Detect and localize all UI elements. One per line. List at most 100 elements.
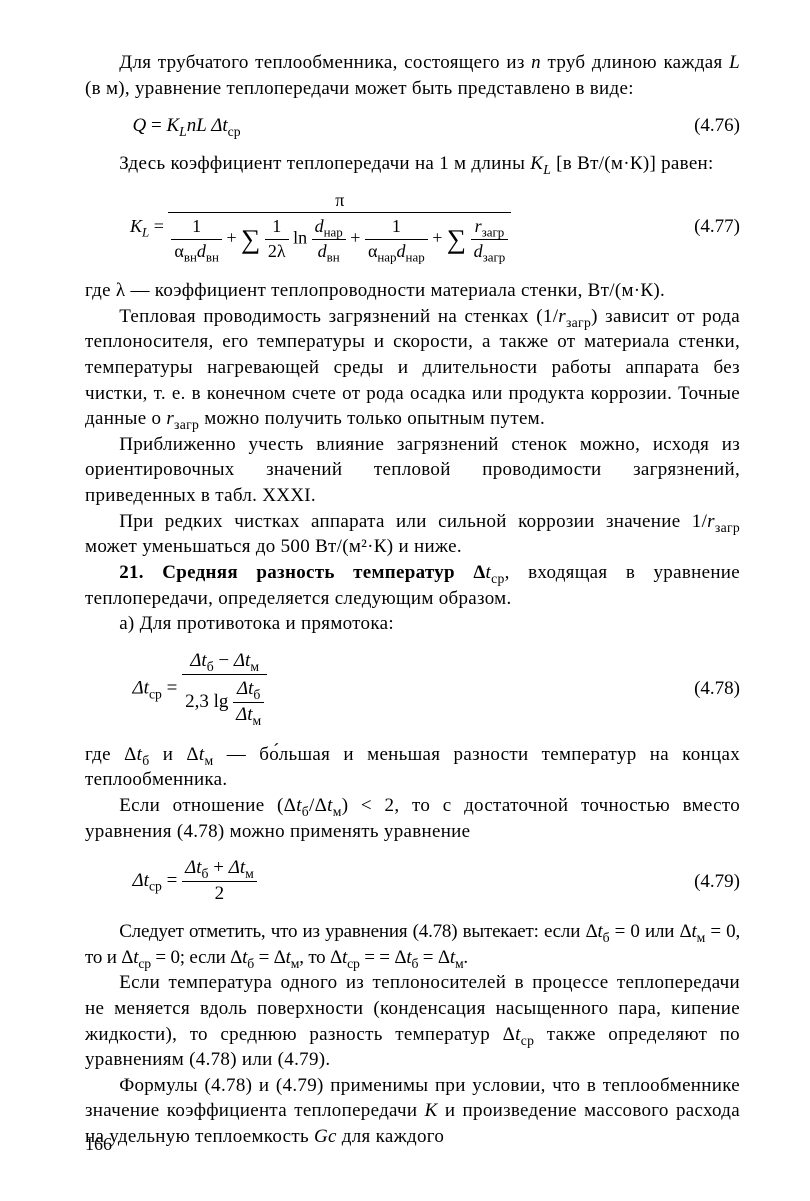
equation-4-76: Q = KLnL Δtср (4.76) — [85, 113, 740, 139]
term3: 1 αнарdнар — [365, 215, 428, 264]
eq-dt: Δt — [206, 115, 227, 136]
text: Следует отметить, что из уравнения (4.78… — [119, 921, 597, 942]
eq-lhs-sub: ср — [149, 879, 162, 894]
text: где λ — коэффициент теплопроводности мат… — [85, 280, 665, 301]
sub: нар — [377, 250, 396, 265]
dtb: Δt — [185, 857, 201, 878]
sub: б — [207, 659, 214, 674]
sub: б — [253, 687, 260, 702]
paragraph: Для трубчатого теплообменника, состоящег… — [85, 50, 740, 101]
term2a: 1 2λ — [265, 215, 289, 264]
sym-r-sub: загр — [566, 314, 591, 329]
text: и Δ — [149, 744, 198, 765]
dtb: Δt — [190, 650, 206, 671]
sym-r-sub: загр — [715, 520, 740, 535]
paragraph: При редких чистках аппарата или сильной … — [85, 509, 740, 560]
text: Формулы (4.78) и (4.79) применимы при ус… — [85, 1075, 740, 1147]
equation-number: (4.79) — [674, 869, 740, 895]
text: = = Δ — [360, 947, 407, 968]
text: где Δ — [85, 744, 137, 765]
text: /Δ — [309, 795, 327, 816]
text: Если отношение (Δ — [119, 795, 296, 816]
eq-lhs: K — [130, 215, 142, 235]
sym-KL-sub: L — [543, 162, 551, 177]
equation-4-77: KL = π 1 αвнdвн + ∑ 1 2λ ln dнар dвн + — [85, 189, 740, 266]
dtm: Δt — [229, 857, 245, 878]
eq-lhs-sub: ср — [149, 686, 162, 701]
paragraph: Следует отметить, что из уравнения (4.78… — [85, 919, 740, 970]
paragraph: где Δtб и Δtм — бо́льшая и меньшая разно… — [85, 742, 740, 793]
text: [в Вт/(м·К)] равен: — [551, 153, 713, 174]
eq-sign: = — [146, 115, 166, 136]
minus: − — [214, 650, 234, 671]
eq-lhs: Δt — [133, 870, 149, 891]
equation-4-78: Δt ср = Δtб − Δtм 2,3 lg Δtб Δtм (4.78) — [85, 649, 740, 730]
sub: ср — [138, 955, 151, 970]
text: а) Для противотока и прямотока: — [119, 613, 394, 634]
sub: загр — [482, 225, 505, 240]
d: d — [318, 241, 327, 261]
text: Приближенно учесть влияние загрязнений с… — [85, 434, 740, 506]
term1: 1 αвнdвн — [171, 215, 222, 264]
eq-sign: = — [162, 870, 182, 891]
paragraph: Тепловая проводимость загрязнений на сте… — [85, 304, 740, 432]
sub: вн — [184, 250, 197, 265]
d: d — [474, 241, 483, 261]
paragraph: Формулы (4.78) и (4.79) применимы при ус… — [85, 1073, 740, 1150]
page-number: 166 — [85, 1132, 112, 1156]
paragraph: где λ — коэффициент теплопроводности мат… — [85, 278, 740, 304]
sub: м — [697, 930, 705, 945]
a: α — [368, 241, 377, 261]
term2b: dнар dвн — [312, 215, 346, 264]
a: α — [174, 241, 183, 261]
plus: + — [226, 228, 241, 248]
d: d — [397, 241, 406, 261]
sub: м — [291, 955, 299, 970]
one: 1 — [392, 216, 401, 236]
eq-K-sub: L — [179, 124, 187, 139]
sub: вн — [327, 250, 340, 265]
r: r — [475, 216, 482, 236]
text: Для трубчатого теплообменника, состоящег… — [85, 52, 740, 99]
tl: 2λ — [268, 241, 286, 261]
sub: ср — [347, 955, 360, 970]
equation-number: (4.77) — [674, 214, 740, 240]
equation-body: KL = π 1 αвнdвн + ∑ 1 2λ ln dнар dвн + — [85, 189, 674, 266]
paragraph: Здесь коэффициент теплопередачи на 1 м д… — [85, 151, 740, 177]
eq-frac: π 1 αвнdвн + ∑ 1 2λ ln dнар dвн + 1 — [168, 189, 511, 266]
text: = Δ — [254, 947, 286, 968]
plus: + — [350, 228, 365, 248]
sub: нар — [406, 250, 425, 265]
eq-nL: nL — [187, 115, 207, 136]
equation-number: (4.78) — [674, 676, 740, 702]
text: Здесь коэффициент теплопередачи на 1 м д… — [119, 153, 530, 174]
d: d — [315, 216, 324, 236]
sub: м — [250, 659, 259, 674]
equation-body: Δtср = Δtб + Δtм 2 — [85, 856, 674, 907]
one: 1 — [192, 216, 201, 236]
paragraph: Если температура одного из теплоносителе… — [85, 970, 740, 1073]
sub: м — [333, 804, 342, 819]
text: = 0 или Δ — [609, 921, 691, 942]
sigma: ∑ — [447, 226, 466, 253]
equation-4-79: Δtср = Δtб + Δtм 2 (4.79) — [85, 856, 740, 907]
paragraph: Если отношение (Δtб/Δtм) < 2, то с доста… — [85, 793, 740, 844]
sub: м — [245, 866, 254, 881]
text: Тепловая проводимость загрязнений на сте… — [119, 306, 558, 327]
plus: + — [432, 228, 447, 248]
text: можно получить только опытным путем. — [199, 408, 545, 429]
dtm: Δt — [234, 650, 250, 671]
sub: б — [302, 804, 309, 819]
sub: нар — [324, 225, 343, 240]
eq-denom: 1 αвнdвн + ∑ 1 2λ ln dнар dвн + 1 αнарdн… — [168, 213, 511, 266]
eq-K: K — [166, 115, 179, 136]
sym-r: r — [558, 306, 566, 327]
eq-dt-sub: ср — [228, 124, 241, 139]
text: может уменьшаться до 500 Вт/(м²·К) и ниж… — [85, 536, 462, 557]
sub: загр — [483, 250, 506, 265]
eq-frac: Δtб − Δtм 2,3 lg Δtб Δtм — [182, 649, 267, 730]
plus: + — [208, 857, 228, 878]
eq-frac: Δtб + Δtм 2 — [182, 856, 257, 907]
term4: rзагр dзагр — [471, 215, 509, 264]
eq-sign: = — [162, 678, 182, 699]
